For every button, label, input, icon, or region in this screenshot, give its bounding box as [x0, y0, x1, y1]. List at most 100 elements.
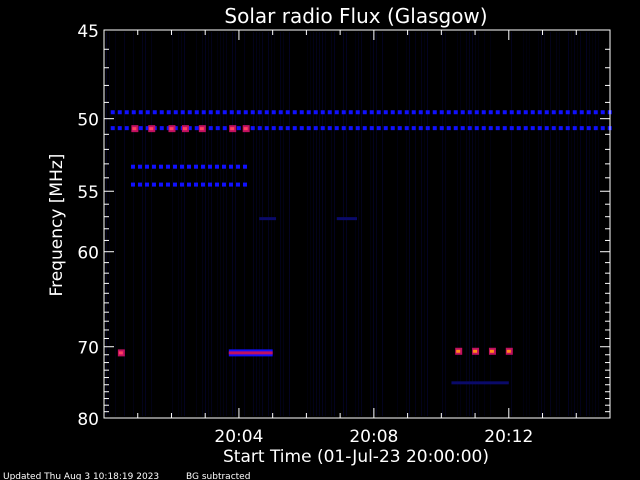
band-segment: [130, 182, 135, 187]
band-segment: [130, 164, 135, 169]
band-segment: [348, 126, 353, 131]
noise-streak: [196, 32, 197, 416]
noise-streak: [526, 32, 527, 416]
x-tick-label: 20:08: [349, 427, 398, 447]
band-segment: [158, 164, 163, 169]
plot-area: [106, 32, 612, 416]
noise-streak: [106, 32, 107, 416]
noise-streak: [217, 32, 218, 416]
noise-streak: [397, 32, 398, 416]
noise-streak: [109, 32, 110, 416]
footer-bg-note: BG subtracted: [186, 472, 250, 480]
band-segment: [110, 126, 115, 131]
noise-streak: [280, 32, 281, 416]
band-segment: [509, 126, 514, 131]
band-segment: [446, 110, 451, 115]
band-segment: [565, 110, 570, 115]
band-segment: [145, 126, 150, 131]
band-segment: [334, 110, 339, 115]
noise-streak: [457, 32, 458, 416]
band-segment: [159, 110, 164, 115]
burst-core: [230, 127, 235, 131]
band-segment: [369, 110, 374, 115]
noise-streak: [427, 32, 428, 416]
band-segment: [390, 110, 395, 115]
band-segment: [292, 110, 297, 115]
noise-streak: [445, 32, 446, 416]
band-segment: [495, 110, 500, 115]
band-segment: [110, 110, 115, 115]
band-segment: [137, 182, 142, 187]
band-segment: [207, 182, 212, 187]
band-segment: [432, 126, 437, 131]
noise-streak: [223, 32, 224, 416]
noise-streak: [244, 32, 245, 416]
band-segment: [117, 110, 122, 115]
band-segment: [179, 182, 184, 187]
noise-streak: [541, 32, 542, 416]
band-segment: [299, 126, 304, 131]
band-segment: [278, 126, 283, 131]
band-segment: [144, 164, 149, 169]
band-segment: [341, 126, 346, 131]
band-segment: [432, 110, 437, 115]
band-segment: [228, 164, 233, 169]
noise-streak: [568, 32, 569, 416]
band-segment: [544, 126, 549, 131]
band-segment: [586, 110, 591, 115]
band-segment: [306, 126, 311, 131]
x-tick-label: 20:04: [214, 427, 263, 447]
y-tick-label: 50: [77, 111, 99, 131]
band-segment: [579, 126, 584, 131]
band-segment: [264, 126, 269, 131]
band-segment: [165, 164, 170, 169]
band-segment: [411, 110, 416, 115]
band-segment: [334, 126, 339, 131]
band-segment: [397, 110, 402, 115]
band-segment: [172, 164, 177, 169]
band-segment: [551, 110, 556, 115]
noise-streak: [271, 32, 272, 416]
band-segment: [579, 110, 584, 115]
band-segment: [537, 110, 542, 115]
band-segment: [411, 126, 416, 131]
band-segment: [558, 126, 563, 131]
noise-streak: [208, 32, 209, 416]
band-segment: [250, 126, 255, 131]
noise-streak: [115, 32, 116, 416]
band-segment: [243, 110, 248, 115]
noise-streak: [511, 32, 512, 416]
band-segment: [187, 126, 192, 131]
noise-streak: [361, 32, 362, 416]
band-segment: [215, 126, 220, 131]
band-segment: [166, 110, 171, 115]
band-segment: [523, 126, 528, 131]
band-segment: [362, 110, 367, 115]
burst-core: [473, 349, 478, 353]
band-segment: [201, 110, 206, 115]
band-segment: [194, 126, 199, 131]
band-segment: [236, 126, 241, 131]
noise-streak: [289, 32, 290, 416]
noise-streak: [331, 32, 332, 416]
band-segment: [144, 182, 149, 187]
band-segment: [474, 126, 479, 131]
band-segment: [530, 110, 535, 115]
band-segment: [558, 110, 563, 115]
band-segment: [179, 164, 184, 169]
band-segment: [467, 126, 472, 131]
noise-streak: [181, 32, 182, 416]
band-segment: [221, 164, 226, 169]
band-segment: [376, 110, 381, 115]
band-segment: [586, 126, 591, 131]
band-segment: [425, 126, 430, 131]
band-segment: [397, 126, 402, 131]
noise-streak: [559, 32, 560, 416]
noise-streak: [592, 32, 593, 416]
chart-title: Solar radio Flux (Glasgow): [224, 4, 487, 28]
burst-core: [489, 349, 494, 353]
band-segment: [390, 126, 395, 131]
noise-streak: [466, 32, 467, 416]
band-segment: [446, 126, 451, 131]
burst-core: [169, 127, 174, 131]
